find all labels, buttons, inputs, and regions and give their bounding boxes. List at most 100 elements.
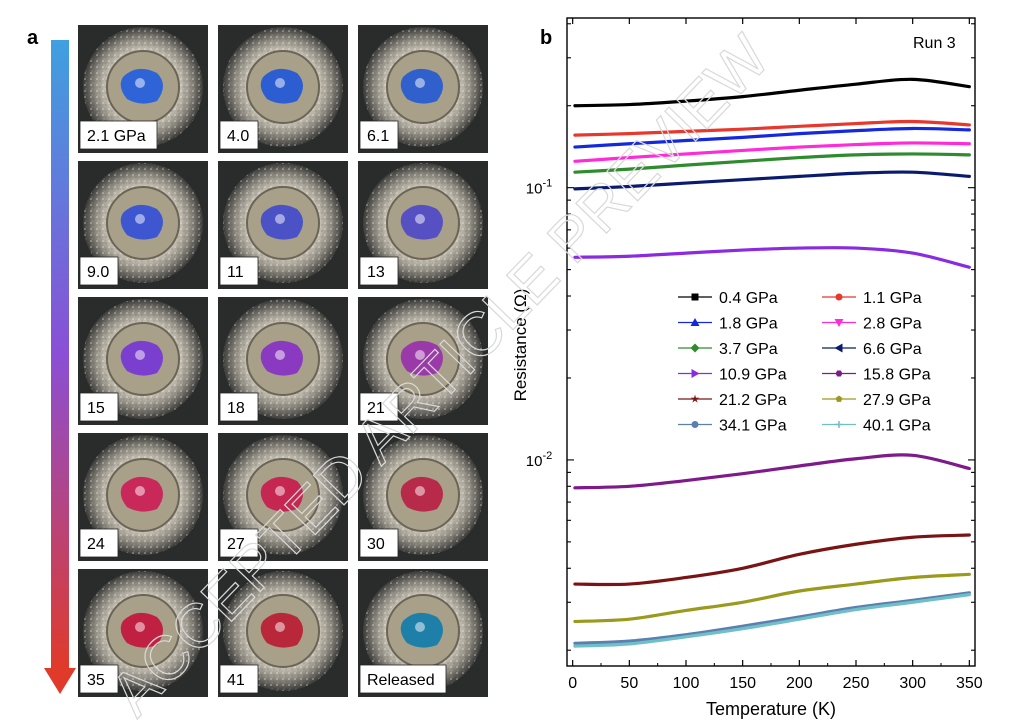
pressure-label: 18 [227,400,245,417]
x-tick-label: 0 [568,675,577,692]
y-axis: 10-1 10-2 [526,23,975,651]
series-line [573,591,971,645]
legend-marker [835,370,843,377]
legend-label: 15.8 GPa [863,367,931,384]
pressure-label: 27 [227,536,245,553]
legend-label: 27.9 GPa [863,392,931,409]
photo-tile: 35 [78,569,208,697]
photo-tile: Released [358,569,488,697]
series-line [573,152,971,174]
legend-entry: 6.6 GPa [822,341,922,358]
pressure-label: 4.0 [227,128,249,145]
x-tick-label: 200 [786,675,813,692]
legend-label: 40.1 GPa [863,418,931,435]
legend-marker [834,319,844,327]
series-line [573,593,971,648]
photo-tile: 2.1 GPa [78,25,208,153]
pressure-label: Released [367,672,435,689]
x-tick-label: 50 [620,675,638,692]
legend-label: 21.2 GPa [719,392,787,409]
photo-tile: 18 [218,297,348,425]
legend-marker [691,421,699,428]
x-axis-label: Temperature (K) [706,699,836,719]
legend-marker [690,394,700,403]
series-line [573,533,971,587]
series-line [573,126,971,149]
legend-label: 0.4 GPa [719,290,778,307]
photo-tile: 24 [78,433,208,561]
legend-label: 1.8 GPa [719,316,778,333]
photo-tile: 30 [358,433,488,561]
series-line [573,77,971,108]
photo-tile: 15 [78,297,208,425]
photo-tile: 13 [358,161,488,289]
legend-entry: 27.9 GPa [822,392,931,409]
legend-marker [835,395,843,402]
pressure-label: 21 [367,400,385,417]
photo-tile: 21 [358,297,488,425]
legend-entry: 21.2 GPa [678,392,787,409]
legend-marker [690,343,700,353]
photo-tile: 9.0 [78,161,208,289]
series-line [573,572,971,624]
y-tick-label: 10-1 [526,178,552,198]
photo-tile: 6.1 [358,25,488,153]
y-axis-label: Resistance (Ω) [511,289,530,402]
legend-marker [835,293,843,301]
legend-label: 6.6 GPa [863,341,922,358]
legend-label: 1.1 GPa [863,290,922,307]
legend-label: 2.8 GPa [863,316,922,333]
y-tick-label: 10-2 [526,450,552,470]
x-tick-label: 150 [729,675,756,692]
legend-entry: 34.1 GPa [678,418,787,435]
legend-label: 10.9 GPa [719,367,787,384]
pressure-label: 2.1 GPa [87,128,146,145]
pressure-label: 15 [87,400,105,417]
series-line [573,453,971,490]
legend-entry: 1.8 GPa [678,316,778,333]
legend-entry: 40.1 GPa [822,418,931,435]
pressure-arrow [44,40,76,694]
series-line [573,246,971,269]
legend-marker [834,343,843,353]
pressure-label: 41 [227,672,245,689]
photo-tile: 41 [218,569,348,697]
legend-marker [690,318,700,326]
pressure-label: 13 [367,264,385,281]
photo-tile: 11 [218,161,348,289]
x-tick-label: 100 [673,675,700,692]
legend-entry: 0.4 GPa [678,290,778,307]
series-line [573,141,971,163]
legend-marker [691,369,700,378]
series-line [573,119,971,137]
legend-entry: 3.7 GPa [678,341,778,358]
legend-label: 3.7 GPa [719,341,778,358]
x-tick-label: 250 [843,675,870,692]
legend-entry: 2.8 GPa [822,316,922,333]
panel-b-label: b [540,27,552,49]
pressure-label: 11 [227,264,244,281]
pressure-label: 9.0 [87,264,109,281]
x-tick-label: 300 [899,675,926,692]
run-annotation: Run 3 [913,35,956,52]
series-line [573,170,971,191]
pressure-label: 35 [87,672,105,689]
legend-entry: 1.1 GPa [822,290,922,307]
pressure-label: 6.1 [367,128,389,145]
legend-entry: 10.9 GPa [678,367,787,384]
photo-tile: 27 [218,433,348,561]
x-axis: 0 50 100 150 200 250 300 350 [568,18,983,692]
x-tick-label: 350 [956,675,983,692]
legend-marker [691,293,699,301]
pressure-label: 30 [367,536,385,553]
panel-a-label: a [27,27,39,49]
pressure-label: 24 [87,536,105,553]
photo-grid: 2.1 GPa 4.0 6.1 9.0 11 13 15 18 21 24 27 30 35 41 Rele… [78,25,488,697]
photo-tile: 4.0 [218,25,348,153]
series-curves [573,77,971,648]
legend-label: 34.1 GPa [719,418,787,435]
legend-marker [835,421,843,428]
legend-entry: 15.8 GPa [822,367,931,384]
legend: 0.4 GPa 1.1 GPa 1.8 GPa 2.8 GPa 3.7 GPa 6.6 G… [678,290,931,435]
